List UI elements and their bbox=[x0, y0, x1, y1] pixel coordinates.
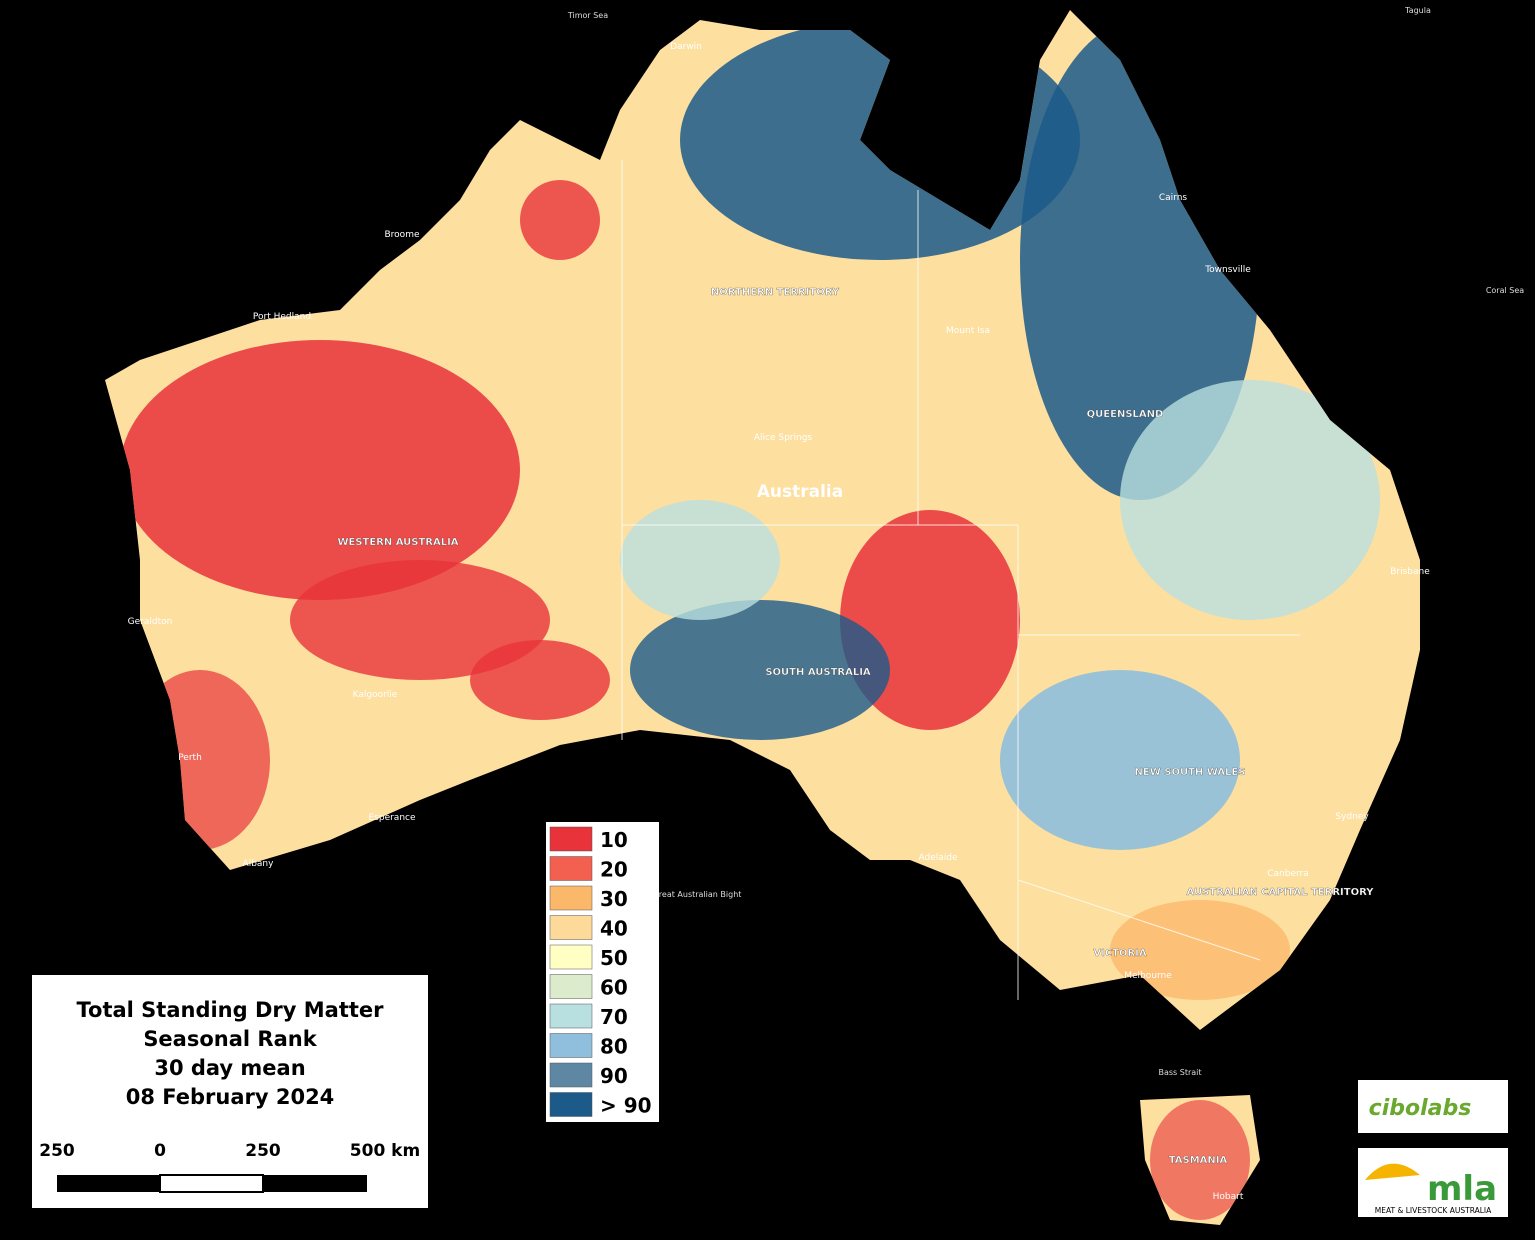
logo-tagline: MEAT & LIVESTOCK AUSTRALIA bbox=[1375, 1206, 1492, 1215]
legend-swatch bbox=[549, 944, 593, 970]
legend-label: 80 bbox=[600, 1035, 628, 1059]
legend-label: 20 bbox=[600, 858, 628, 882]
logo-sun bbox=[1365, 1163, 1420, 1180]
logo-text: cibolabs bbox=[1369, 1096, 1472, 1121]
sea-label: Coral Sea bbox=[1486, 286, 1524, 295]
state-label: NORTHERN TERRITORY bbox=[711, 287, 840, 298]
scale-bar: 250 0 250 500 km bbox=[39, 1141, 420, 1193]
sea-label: Great Australian Bight bbox=[653, 890, 742, 899]
place: Albany bbox=[243, 859, 275, 869]
place: Kalgoorlie bbox=[353, 690, 398, 700]
place: Adelaide bbox=[918, 853, 957, 863]
scale-label: 0 bbox=[154, 1141, 166, 1161]
legend-swatch bbox=[549, 974, 593, 999]
state-borders bbox=[621, 160, 1300, 1000]
legend-label: > 90 bbox=[600, 1094, 652, 1118]
legend-label: 90 bbox=[600, 1064, 628, 1088]
title-box bbox=[32, 975, 428, 1208]
legend-label: 30 bbox=[600, 887, 628, 911]
scale-label: 500 km bbox=[350, 1141, 420, 1161]
title-line: 08 February 2024 bbox=[126, 1085, 335, 1109]
legend-label: 60 bbox=[600, 976, 628, 1000]
legend-swatch bbox=[549, 1062, 593, 1088]
place: Esperance bbox=[368, 813, 415, 823]
title-line: 30 day mean bbox=[154, 1056, 305, 1080]
title-line: Total Standing Dry Matter bbox=[76, 998, 384, 1022]
legend-swatch bbox=[549, 1033, 593, 1058]
place: Sydney bbox=[1335, 812, 1369, 822]
scale-label: 250 bbox=[245, 1141, 281, 1161]
state-label: SOUTH AUSTRALIA bbox=[765, 667, 871, 678]
state-label: VICTORIA bbox=[1093, 948, 1147, 959]
legend-swatch bbox=[549, 915, 593, 940]
place: Townsville bbox=[1204, 265, 1251, 275]
place: Melbourne bbox=[1124, 971, 1172, 981]
legend-label: 50 bbox=[600, 946, 628, 970]
legend-label: 70 bbox=[600, 1005, 628, 1029]
scale-segment bbox=[57, 1175, 160, 1192]
place: Port Hedland bbox=[253, 312, 311, 322]
country-label: Australia bbox=[757, 482, 844, 502]
sea-label: Timor Sea bbox=[567, 11, 608, 20]
scale-label: 250 bbox=[39, 1141, 75, 1161]
scale-segment bbox=[263, 1175, 367, 1192]
legend-swatch bbox=[549, 826, 593, 852]
sea-label: Tagula bbox=[1404, 6, 1431, 15]
place: Geraldton bbox=[128, 617, 173, 627]
place: Alice Springs bbox=[754, 433, 813, 443]
place: Broome bbox=[385, 230, 420, 240]
legend-swatch bbox=[549, 856, 593, 881]
legend-swatch bbox=[549, 1092, 593, 1117]
state-label: TASMANIA bbox=[1169, 1155, 1228, 1166]
logo-box bbox=[1358, 1080, 1508, 1133]
place: Perth bbox=[178, 753, 202, 763]
place: Darwin bbox=[670, 42, 702, 52]
place: Mount Isa bbox=[946, 326, 990, 336]
logo-box bbox=[1358, 1148, 1508, 1217]
scale-segment bbox=[159, 1174, 264, 1193]
logo-text: mla bbox=[1427, 1169, 1497, 1209]
place: Brisbane bbox=[1390, 567, 1430, 577]
place: Cairns bbox=[1159, 193, 1188, 203]
legend-label: 40 bbox=[600, 917, 628, 941]
place: Hobart bbox=[1213, 1192, 1244, 1202]
sea-label: Bass Strait bbox=[1158, 1068, 1201, 1077]
legend-label: 10 bbox=[600, 828, 628, 852]
title-line: Seasonal Rank bbox=[143, 1027, 317, 1051]
legend-swatch bbox=[549, 885, 593, 911]
state-label: NEW SOUTH WALES bbox=[1135, 767, 1246, 778]
legend-swatch bbox=[549, 1003, 593, 1029]
place: Canberra bbox=[1267, 869, 1309, 879]
state-label: WESTERN AUSTRALIA bbox=[337, 537, 458, 548]
state-label: AUSTRALIAN CAPITAL TERRITORY bbox=[1187, 887, 1375, 898]
state-label: QUEENSLAND bbox=[1087, 409, 1164, 420]
